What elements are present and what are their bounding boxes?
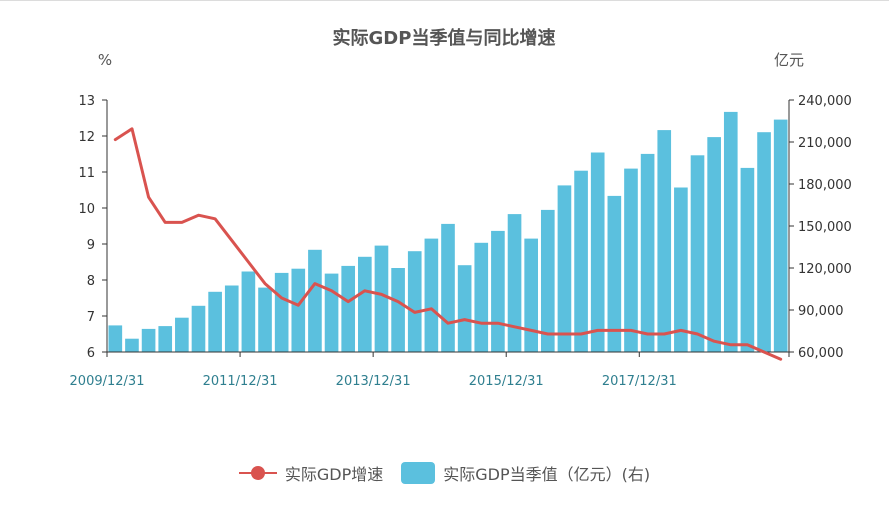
left-axis-tick-label: 11 [78, 166, 95, 181]
legend-item-gdp-value[interactable]: 实际GDP当季值（亿元）(右) [401, 461, 650, 485]
legend-bar-swatch-icon [401, 462, 436, 484]
gdp-bar [624, 168, 638, 352]
legend-label-gdp-value: 实际GDP当季值（亿元）(右) [443, 465, 651, 484]
gdp-bar [507, 214, 522, 352]
gdp-bar [457, 265, 472, 352]
gdp-bar [607, 195, 622, 352]
gdp-bar [674, 187, 688, 352]
left-axis-tick-label: 7 [87, 310, 95, 325]
gdp-bar [474, 242, 489, 352]
gdp-bar [308, 249, 322, 352]
left-axis-tick-label: 8 [87, 274, 95, 289]
left-axis-tick-label: 9 [87, 238, 95, 253]
gdp-bar [374, 245, 389, 352]
gdp-bar [407, 251, 422, 352]
gdp-bar [640, 153, 655, 352]
x-axis-tick-label: 2013/12/31 [336, 374, 411, 389]
gdp-bar [690, 155, 705, 352]
gdp-bar [424, 238, 439, 352]
right-axis-tick-label: 180,000 [798, 178, 852, 193]
gdp-bar [291, 268, 306, 352]
right-axis-tick-label: 150,000 [798, 220, 852, 235]
gdp-bar [491, 230, 505, 352]
gdp-bar [773, 119, 788, 352]
gdp-bar [723, 111, 738, 353]
legend-item-growth[interactable]: 实际GDP增速 [238, 461, 384, 485]
gdp-bar [324, 273, 339, 352]
left-axis-unit: % [98, 51, 112, 69]
chart-canvas: 实际GDP当季值与同比增速 % 亿元 6 7 8 9 10 11 12 13 60,000 90,… [70, 27, 852, 389]
right-axis-unit: 亿元 [774, 51, 804, 69]
gdp-growth-line [113, 127, 783, 361]
gdp-bar [125, 338, 139, 352]
gdp-bar [740, 167, 755, 352]
top-border [0, 0, 889, 1]
left-axis-tick-label: 10 [78, 202, 95, 217]
gdp-bar [341, 265, 356, 352]
chart-title: 实际GDP当季值与同比增速 [333, 27, 556, 49]
x-axis-tick-label: 2017/12/31 [602, 374, 677, 389]
gdp-bar [274, 272, 289, 352]
right-axis-tick-label: 240,000 [798, 94, 852, 109]
x-axis-tick-label: 2011/12/31 [203, 374, 278, 389]
legend-label-growth: 实际GDP增速 [284, 465, 384, 484]
gdp-bar [441, 223, 455, 352]
gdp-bar [524, 238, 538, 352]
gdp-bar [141, 328, 156, 352]
gdp-bar [574, 170, 588, 352]
legend-line-marker-icon [238, 465, 277, 481]
gdp-bar [241, 271, 256, 352]
gdp-bar [224, 285, 239, 352]
gdp-bar [657, 130, 672, 352]
left-axis-tick-label: 13 [78, 94, 95, 109]
gdp-bar [557, 185, 572, 352]
x-axis-tick-label: 2009/12/31 [70, 374, 145, 389]
gdp-bar [358, 256, 372, 352]
gdp-bar [707, 137, 721, 352]
gdp-bar [757, 132, 771, 352]
gdp-bar [540, 209, 555, 352]
right-axis-tick-label: 210,000 [798, 136, 852, 151]
bar-series [108, 111, 788, 353]
gdp-bar [258, 287, 272, 352]
right-axis-tick-label: 90,000 [798, 304, 844, 319]
line-series [113, 127, 783, 361]
right-axis-tick-label: 60,000 [798, 346, 844, 361]
axes: 6 7 8 9 10 11 12 13 60,000 90,000 120,000 150,000 18… [70, 94, 852, 389]
gdp-bar [191, 305, 206, 352]
gdp-bar [208, 291, 222, 352]
legend: 实际GDP增速 实际GDP当季值（亿元）(右) [0, 458, 889, 488]
gdp-bar [391, 268, 405, 352]
gdp-bar [590, 152, 605, 352]
left-axis-tick-label: 12 [78, 130, 95, 145]
gdp-bar [108, 325, 123, 352]
left-axis-tick-label: 6 [87, 346, 95, 361]
x-axis-tick-label: 2015/12/31 [469, 374, 544, 389]
gdp-bar [175, 317, 189, 352]
right-axis-tick-label: 120,000 [798, 262, 852, 277]
gdp-bar [158, 326, 173, 352]
